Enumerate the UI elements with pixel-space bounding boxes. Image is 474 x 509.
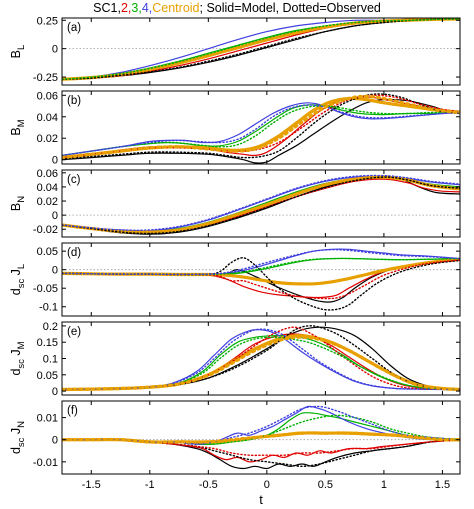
series-line-sc1-model xyxy=(62,438,460,470)
series-line-sc1-observed xyxy=(62,438,460,468)
series-line-sc2-model xyxy=(62,438,460,463)
y-tick-label: 0.06 xyxy=(37,90,58,102)
series-group xyxy=(62,405,460,470)
series-line-centroid-observed xyxy=(62,431,460,444)
series-line-sc4-observed xyxy=(62,248,460,276)
y-axis-label: dsc JN xyxy=(9,421,27,454)
series-line-centroid-model xyxy=(62,334,460,392)
x-tick-label: -1 xyxy=(145,479,155,491)
x-tick-label: -1.5 xyxy=(82,479,101,491)
y-tick-label: 0 xyxy=(52,386,58,398)
series-line-sc2-observed xyxy=(62,259,460,300)
series-line-sc1-observed xyxy=(62,325,460,391)
panel-frame xyxy=(61,90,461,165)
y-tick-label: 0.02 xyxy=(37,196,58,208)
series-line-sc3-model xyxy=(62,176,460,233)
panel-frame xyxy=(61,400,461,475)
series-line-centroid-observed xyxy=(62,94,460,160)
panel-b: 0 0.02 0.04 0.06 (b) BM xyxy=(9,90,461,167)
title-part-3: 4, xyxy=(141,1,153,15)
panel-tag: (c) xyxy=(67,174,81,186)
x-tick-label: 1 xyxy=(381,479,387,491)
panel-c: -0.02 0 0.02 0.04 0.06 (c) BN xyxy=(9,168,461,238)
y-axis-label: dsc JL xyxy=(9,264,27,295)
series-line-sc1-model xyxy=(62,98,460,164)
series-line-sc3-model xyxy=(62,335,460,391)
panel-tag: (e) xyxy=(67,326,81,338)
series-line-sc3-observed xyxy=(62,18,460,80)
x-tick-label: 1.5 xyxy=(435,479,450,491)
x-tick-label: -0.5 xyxy=(199,479,218,491)
y-tick-label: -0.1 xyxy=(39,302,58,314)
y-axis-label: dsc JM xyxy=(9,341,27,375)
series-line-centroid-observed xyxy=(62,335,460,392)
panel-frame xyxy=(61,169,461,238)
y-tick-label: 0 xyxy=(52,210,58,222)
series-group xyxy=(62,18,460,81)
title-part-5: ; Solid=Model, Dotted=Observed xyxy=(199,1,381,15)
panel-d: -0.1 -0.05 0 0.05 (d) dsc JL xyxy=(9,242,461,317)
y-tick-label: 0 xyxy=(52,435,58,447)
panel-f: -0.01 0 0.01 (f) dsc JN xyxy=(9,400,461,475)
series-group xyxy=(62,248,460,311)
series-line-sc1-observed xyxy=(62,176,460,235)
x-tick-label: 0 xyxy=(264,479,270,491)
y-tick-label: 0.04 xyxy=(37,112,58,124)
y-axis-label: BN xyxy=(9,196,27,211)
title-part-2: 3, xyxy=(131,1,142,15)
panel-tag: (a) xyxy=(67,22,81,34)
title-part-1: 2, xyxy=(120,1,132,15)
y-tick-label: 0.15 xyxy=(37,337,58,349)
y-tick-label: 0.05 xyxy=(37,370,58,382)
y-tick-label: -0.02 xyxy=(33,224,58,236)
y-tick-label: 0.06 xyxy=(37,168,58,180)
title-part-0: SC1, xyxy=(93,1,121,15)
panel-e: 0 0.05 0.1 0.15 0.2 (e) dsc JM xyxy=(9,321,461,398)
panel-tag: (f) xyxy=(67,405,78,417)
y-tick-label: 0.2 xyxy=(43,321,58,333)
title-part-4: Centroid xyxy=(152,1,200,15)
panel-frame xyxy=(61,17,461,86)
y-tick-label: 0.04 xyxy=(37,182,58,194)
y-tick-label: -0.05 xyxy=(33,283,58,295)
x-axis-label: t xyxy=(259,492,263,507)
x-tick-label: 0.5 xyxy=(318,479,333,491)
panel-a: -0.25 0 0.25 (a) BL xyxy=(9,15,461,86)
series-line-sc4-model xyxy=(62,248,460,276)
figure-title: SC1,2,3,4,Centroid; Solid=Model, Dotted=… xyxy=(0,0,474,16)
series-group xyxy=(62,325,460,392)
y-tick-label: 0 xyxy=(52,155,58,167)
y-tick-label: 0.25 xyxy=(37,15,58,27)
y-axis-label: BL xyxy=(9,45,27,59)
y-axis-label: BM xyxy=(9,119,27,135)
y-tick-label: -0.25 xyxy=(33,72,58,84)
series-line-sc2-model xyxy=(62,333,460,391)
y-tick-label: 0.1 xyxy=(43,354,58,366)
y-tick-label: 0.01 xyxy=(37,413,58,425)
series-group xyxy=(62,174,460,235)
y-tick-label: 0.05 xyxy=(37,246,58,258)
series-line-sc4-observed xyxy=(62,174,460,231)
panel-frame xyxy=(61,242,461,317)
y-tick-label: 0 xyxy=(52,44,58,56)
y-tick-label: 0.02 xyxy=(37,133,58,145)
series-line-sc4-model xyxy=(62,175,460,232)
series-group xyxy=(62,93,460,164)
y-tick-label: 0 xyxy=(52,265,58,277)
panel-tag: (b) xyxy=(67,95,81,107)
panel-tag: (d) xyxy=(67,247,81,259)
series-line-sc1-model xyxy=(62,18,460,80)
y-tick-label: -0.01 xyxy=(33,457,58,469)
